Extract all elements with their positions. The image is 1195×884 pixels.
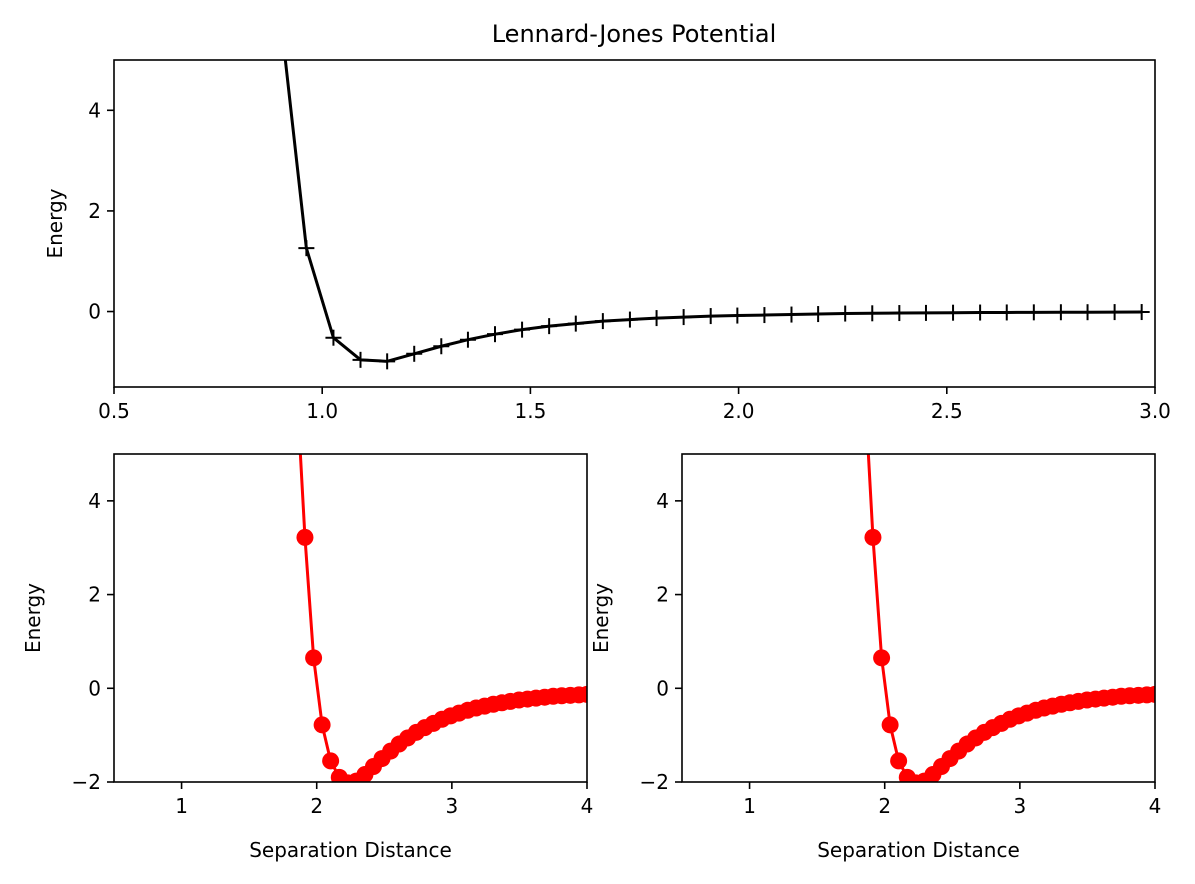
data-point [594, 313, 611, 330]
data-point [567, 315, 584, 332]
data-point [487, 326, 504, 343]
data-point [578, 685, 587, 703]
data-point [891, 305, 908, 322]
data-point [972, 304, 989, 321]
x-tick-label: 0.5 [98, 399, 130, 423]
data-point [352, 351, 369, 368]
data-point [1079, 304, 1096, 321]
y-tick-label: 2 [656, 583, 669, 607]
data-point [1106, 304, 1123, 321]
data-point [621, 311, 638, 328]
data-point [325, 329, 342, 346]
data-point [675, 309, 692, 326]
x-tick-label: 3 [445, 794, 458, 818]
y-tick-label: 4 [656, 489, 669, 513]
data-point [541, 318, 558, 335]
data-point [406, 345, 423, 362]
data-point [881, 716, 899, 734]
y-tick-label: 0 [88, 676, 101, 700]
data-point [514, 321, 531, 338]
x-tick-label: 1.5 [514, 399, 546, 423]
data-point [864, 305, 881, 322]
data-point [379, 353, 396, 370]
data-point [296, 528, 314, 546]
series-0 [864, 454, 1155, 782]
x-tick-label: 3 [1013, 794, 1026, 818]
x-axis-label: Separation Distance [249, 838, 452, 862]
y-tick-label: −2 [72, 770, 101, 794]
data-point [298, 240, 315, 257]
x-tick-label: 3.0 [1139, 399, 1171, 423]
data-point [459, 331, 476, 348]
y-tick-label: 4 [88, 98, 101, 122]
data-point [864, 528, 882, 546]
y-axis-label: Energy [589, 583, 613, 653]
data-point [1052, 304, 1069, 321]
data-point [313, 716, 331, 734]
data-point [322, 752, 340, 770]
axes-frame [681, 453, 1156, 783]
data-point [837, 305, 854, 322]
y-tick-label: −2 [640, 770, 669, 794]
data-point [702, 308, 719, 325]
bottom-left-plot-panel: 1 2 3 4 −2 0 2 4 Energy Separation Distance [21, 453, 594, 862]
data-point [890, 752, 908, 770]
x-tick-label: 2 [878, 794, 891, 818]
bottom-right-plot-panel: 1 2 3 4 −2 0 2 4 Energy Separation Distance [589, 453, 1162, 862]
data-point [917, 304, 934, 321]
x-tick-label: 1 [743, 794, 756, 818]
y-tick-label: 0 [656, 676, 669, 700]
y-tick-label: 2 [88, 199, 101, 223]
y-tick-label: 0 [88, 300, 101, 324]
x-axis-label: Separation Distance [817, 838, 1020, 862]
data-point [873, 649, 891, 667]
x-tick-label: 2.5 [931, 399, 963, 423]
data-point [305, 649, 323, 667]
figure-title: Lennard-Jones Potential [492, 20, 777, 48]
x-tick-label: 1 [175, 794, 188, 818]
x-tick-label: 1.0 [306, 399, 338, 423]
data-point [783, 306, 800, 323]
axes-frame [113, 453, 588, 783]
x-tick-label: 4 [581, 794, 594, 818]
data-point [729, 307, 746, 324]
data-point [945, 304, 962, 321]
y-axis-label: Energy [21, 583, 45, 653]
data-point [648, 310, 665, 327]
data-point [1025, 304, 1042, 321]
data-point [433, 338, 450, 355]
data-point [1146, 685, 1155, 703]
series-0 [296, 454, 587, 782]
data-point [810, 306, 827, 323]
series-0 [283, 60, 1150, 370]
data-point [756, 307, 773, 324]
axes-frame [113, 59, 1156, 388]
top-plot-panel: 0.5 1.0 1.5 2.0 2.5 3.0 0 2 4 Energy [43, 59, 1171, 423]
data-point [1133, 304, 1150, 321]
y-axis-label: Energy [43, 188, 67, 258]
y-tick-label: 2 [88, 583, 101, 607]
x-tick-label: 2.0 [723, 399, 755, 423]
x-tick-label: 4 [1149, 794, 1162, 818]
x-tick-label: 2 [310, 794, 323, 818]
data-point [998, 304, 1015, 321]
y-tick-label: 4 [88, 489, 101, 513]
